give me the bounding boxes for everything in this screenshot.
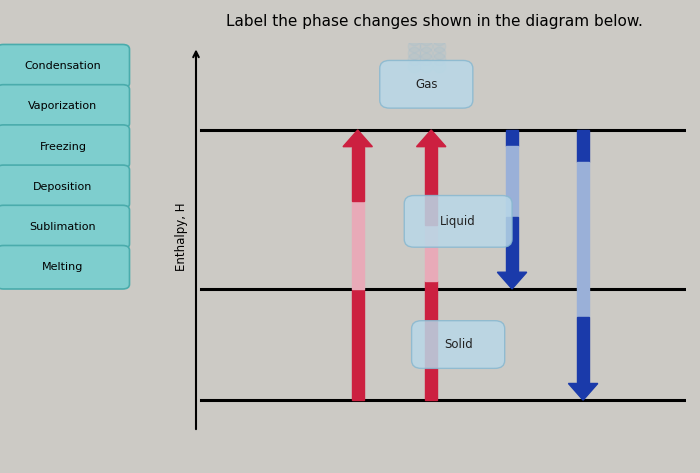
Polygon shape xyxy=(416,130,446,147)
Bar xyxy=(506,146,518,218)
Polygon shape xyxy=(568,384,598,400)
Text: Condensation: Condensation xyxy=(25,61,101,71)
Bar xyxy=(352,201,363,289)
Bar xyxy=(578,162,589,317)
Bar xyxy=(426,281,437,400)
Polygon shape xyxy=(497,272,526,289)
Bar xyxy=(352,289,363,400)
Bar xyxy=(506,130,518,146)
FancyBboxPatch shape xyxy=(379,61,473,108)
Text: Freezing: Freezing xyxy=(39,141,87,152)
Bar xyxy=(352,147,363,201)
Text: Sublimation: Sublimation xyxy=(29,222,97,232)
Text: Label the phase changes shown in the diagram below.: Label the phase changes shown in the dia… xyxy=(225,14,643,29)
Bar xyxy=(506,218,518,272)
Text: Gas: Gas xyxy=(415,78,438,91)
Polygon shape xyxy=(343,130,372,147)
Bar xyxy=(578,130,589,162)
Text: Enthalpy, H: Enthalpy, H xyxy=(176,202,188,271)
Bar xyxy=(578,317,589,384)
Bar xyxy=(426,147,437,225)
Text: Melting: Melting xyxy=(42,262,84,272)
FancyBboxPatch shape xyxy=(412,321,505,368)
Text: Liquid: Liquid xyxy=(440,215,476,228)
Text: Vaporization: Vaporization xyxy=(29,101,97,112)
Bar xyxy=(426,225,437,281)
Text: Deposition: Deposition xyxy=(34,182,92,192)
FancyBboxPatch shape xyxy=(405,195,512,247)
Text: Solid: Solid xyxy=(444,338,473,351)
